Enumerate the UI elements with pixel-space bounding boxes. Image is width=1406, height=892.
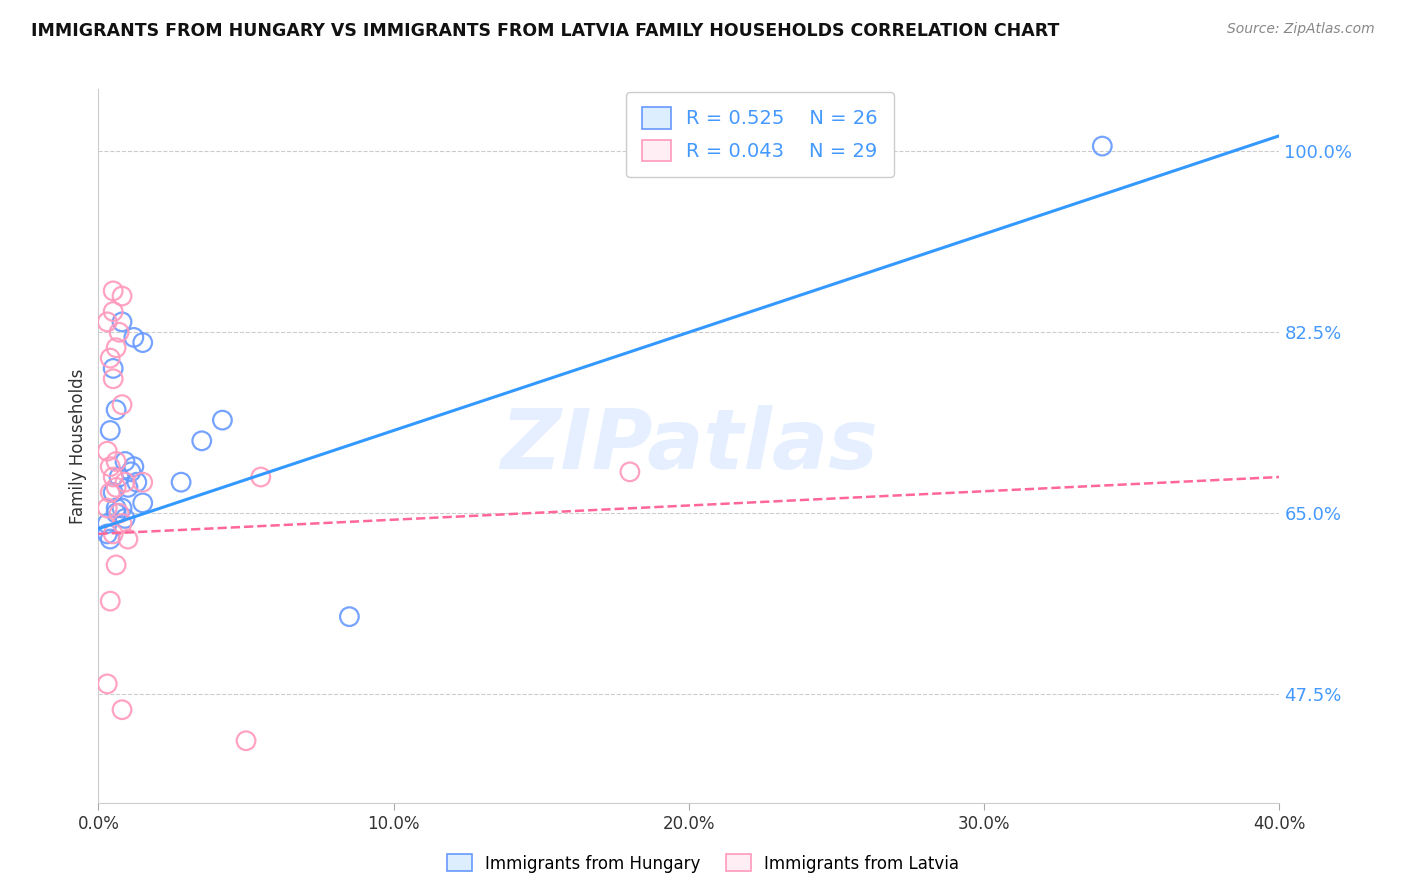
Legend: Immigrants from Hungary, Immigrants from Latvia: Immigrants from Hungary, Immigrants from… — [440, 847, 966, 880]
Point — [125, 475, 148, 490]
Point — [132, 475, 155, 490]
Point — [103, 470, 125, 484]
Point — [105, 506, 128, 520]
Point — [96, 444, 118, 458]
Point — [111, 516, 134, 531]
Point — [1091, 139, 1114, 153]
Point — [98, 594, 121, 608]
Point — [250, 470, 273, 484]
Point — [96, 315, 118, 329]
Text: ZIPatlas: ZIPatlas — [501, 406, 877, 486]
Point — [96, 516, 118, 531]
Point — [103, 361, 125, 376]
Point — [111, 289, 134, 303]
Point — [98, 485, 121, 500]
Point — [108, 470, 131, 484]
Point — [105, 501, 128, 516]
Y-axis label: Family Households: Family Households — [69, 368, 87, 524]
Point — [105, 341, 128, 355]
Point — [105, 454, 128, 468]
Point — [117, 480, 139, 494]
Point — [619, 465, 641, 479]
Point — [103, 372, 125, 386]
Point — [114, 454, 136, 468]
Point — [117, 532, 139, 546]
Point — [103, 284, 125, 298]
Text: IMMIGRANTS FROM HUNGARY VS IMMIGRANTS FROM LATVIA FAMILY HOUSEHOLDS CORRELATION : IMMIGRANTS FROM HUNGARY VS IMMIGRANTS FR… — [31, 22, 1059, 40]
Text: Source: ZipAtlas.com: Source: ZipAtlas.com — [1227, 22, 1375, 37]
Point — [111, 703, 134, 717]
Point — [98, 459, 121, 474]
Point — [108, 325, 131, 339]
Point — [103, 304, 125, 318]
Point — [103, 485, 125, 500]
Legend: R = 0.525    N = 26, R = 0.043    N = 29: R = 0.525 N = 26, R = 0.043 N = 29 — [626, 92, 894, 177]
Point — [98, 351, 121, 365]
Point — [235, 733, 257, 747]
Point — [105, 402, 128, 417]
Point — [105, 558, 128, 572]
Point — [122, 459, 145, 474]
Point — [120, 465, 142, 479]
Point — [114, 511, 136, 525]
Point — [111, 315, 134, 329]
Point — [111, 501, 134, 516]
Point — [98, 532, 121, 546]
Point — [96, 677, 118, 691]
Point — [211, 413, 233, 427]
Point — [132, 335, 155, 350]
Point — [339, 609, 361, 624]
Point — [132, 496, 155, 510]
Point — [122, 330, 145, 344]
Point — [96, 501, 118, 516]
Point — [103, 527, 125, 541]
Point — [108, 506, 131, 520]
Point — [105, 480, 128, 494]
Point — [170, 475, 193, 490]
Point — [114, 475, 136, 490]
Point — [111, 398, 134, 412]
Point — [96, 527, 118, 541]
Point — [98, 424, 121, 438]
Point — [191, 434, 214, 448]
